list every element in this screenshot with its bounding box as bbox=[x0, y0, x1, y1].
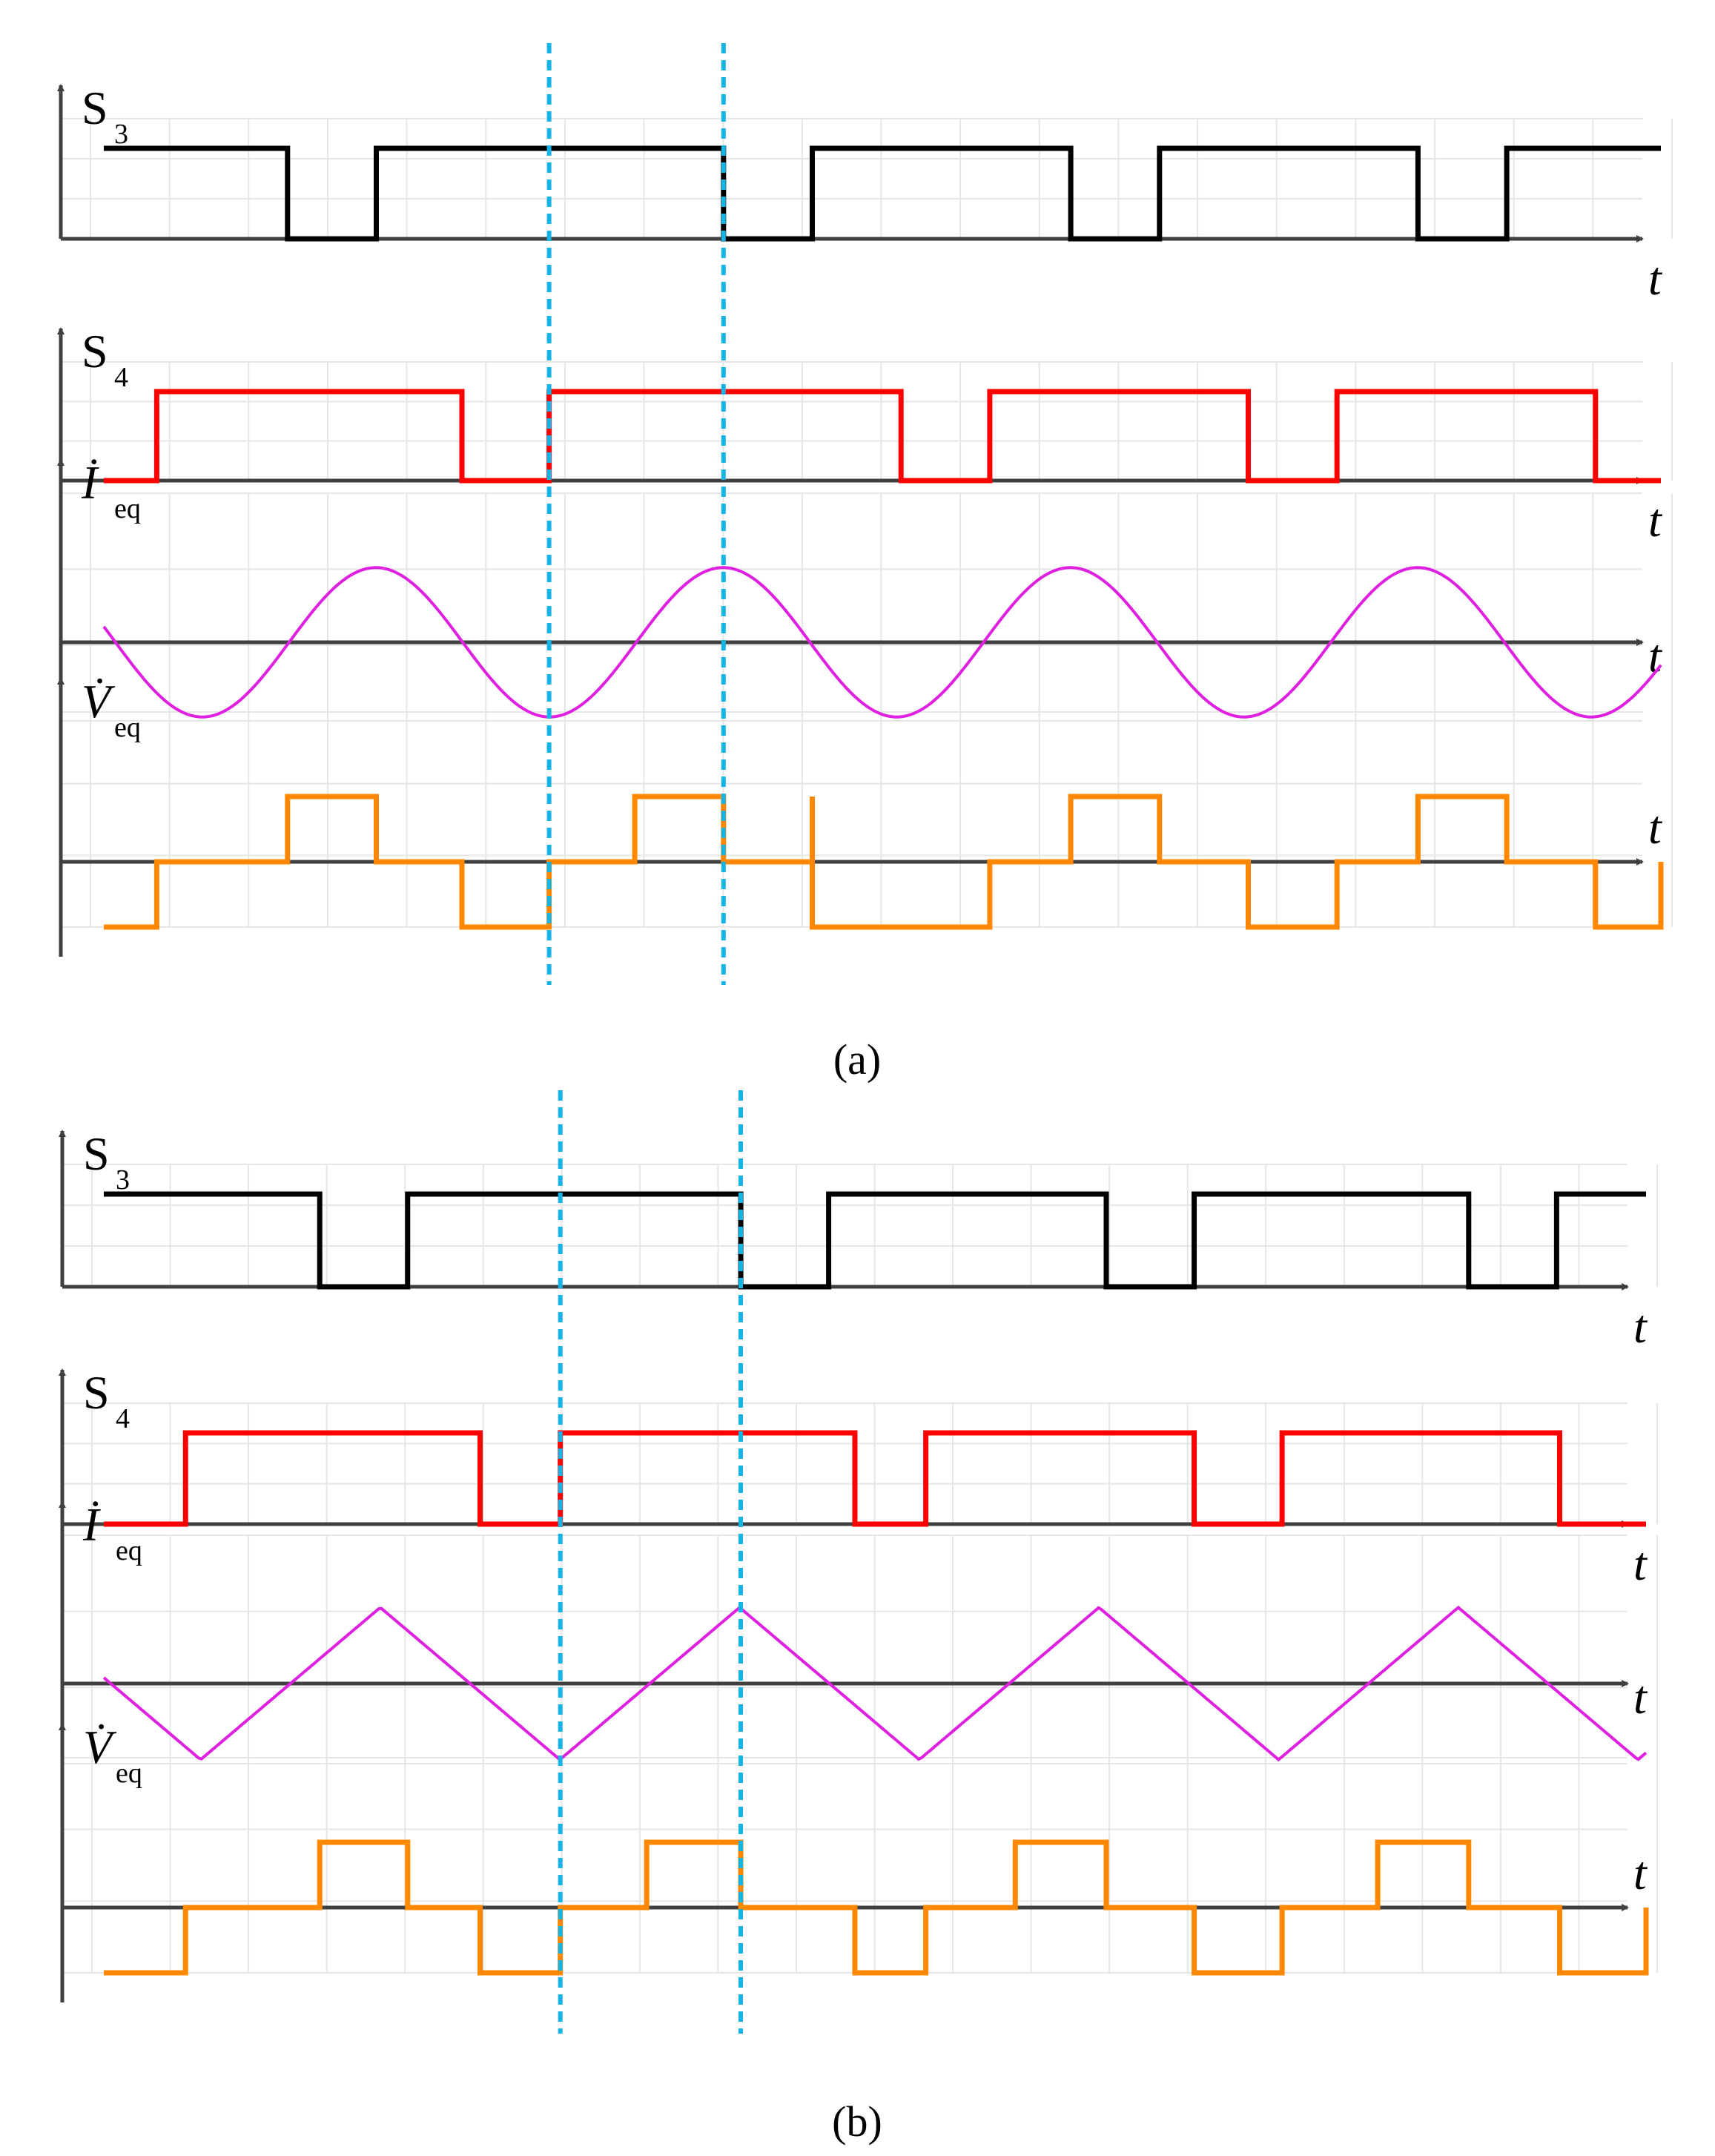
time-axis-label: t bbox=[1633, 1300, 1648, 1353]
waveform-s3 bbox=[104, 1191, 1646, 1290]
time-axis-label: t bbox=[1648, 494, 1663, 547]
time-axis-label: t bbox=[1648, 801, 1663, 854]
signal-label-veq: V̇ bbox=[82, 675, 116, 728]
time-axis-label: t bbox=[1633, 1537, 1648, 1590]
waveform-veq bbox=[104, 1839, 1649, 1976]
row-s4: S 4 t bbox=[57, 325, 1663, 547]
signal-label-sub: 4 bbox=[116, 1403, 130, 1434]
row-veq: V̇ eq t bbox=[57, 675, 1664, 957]
signal-label-s3: S bbox=[83, 1127, 110, 1180]
row-s3: S 3 t bbox=[59, 1127, 1648, 1353]
row-veq: V̇ eq t bbox=[59, 1721, 1649, 2002]
waveform-s3 bbox=[104, 145, 1661, 242]
signal-label-sub: eq bbox=[114, 712, 141, 743]
signal-label-ieq: İ bbox=[81, 456, 99, 509]
caption-b: (b) bbox=[832, 2097, 882, 2146]
time-axis-label: t bbox=[1648, 252, 1663, 305]
signal-label-s4: S bbox=[82, 325, 108, 378]
time-axis-label: t bbox=[1633, 1671, 1648, 1724]
signal-label-ieq: İ bbox=[82, 1498, 101, 1551]
signal-label-s4: S bbox=[83, 1366, 110, 1419]
row-s3: S 3 t bbox=[57, 82, 1663, 305]
signal-label-sub: eq bbox=[116, 1535, 142, 1566]
waveform-ieq bbox=[102, 1605, 1648, 1762]
signal-label-sub: 3 bbox=[116, 1164, 130, 1196]
signal-label-sub: eq bbox=[116, 1758, 142, 1789]
waveform-s4 bbox=[104, 1430, 1646, 1527]
time-axis-label: t bbox=[1633, 1847, 1648, 1899]
signal-label-veq: V̇ bbox=[83, 1721, 117, 1773]
signal-label-s3: S bbox=[82, 82, 108, 134]
signal-label-sub: 3 bbox=[114, 119, 128, 150]
waveform-veq bbox=[104, 794, 1664, 930]
waveform-s4 bbox=[104, 389, 1661, 484]
signal-label-sub: 4 bbox=[114, 362, 128, 393]
time-axis-label: t bbox=[1648, 630, 1663, 682]
signal-label-sub: eq bbox=[114, 493, 141, 524]
waveform-ieq bbox=[102, 566, 1662, 719]
caption-a: (a) bbox=[833, 1035, 881, 1084]
row-s4: S 4 t bbox=[59, 1366, 1648, 1590]
